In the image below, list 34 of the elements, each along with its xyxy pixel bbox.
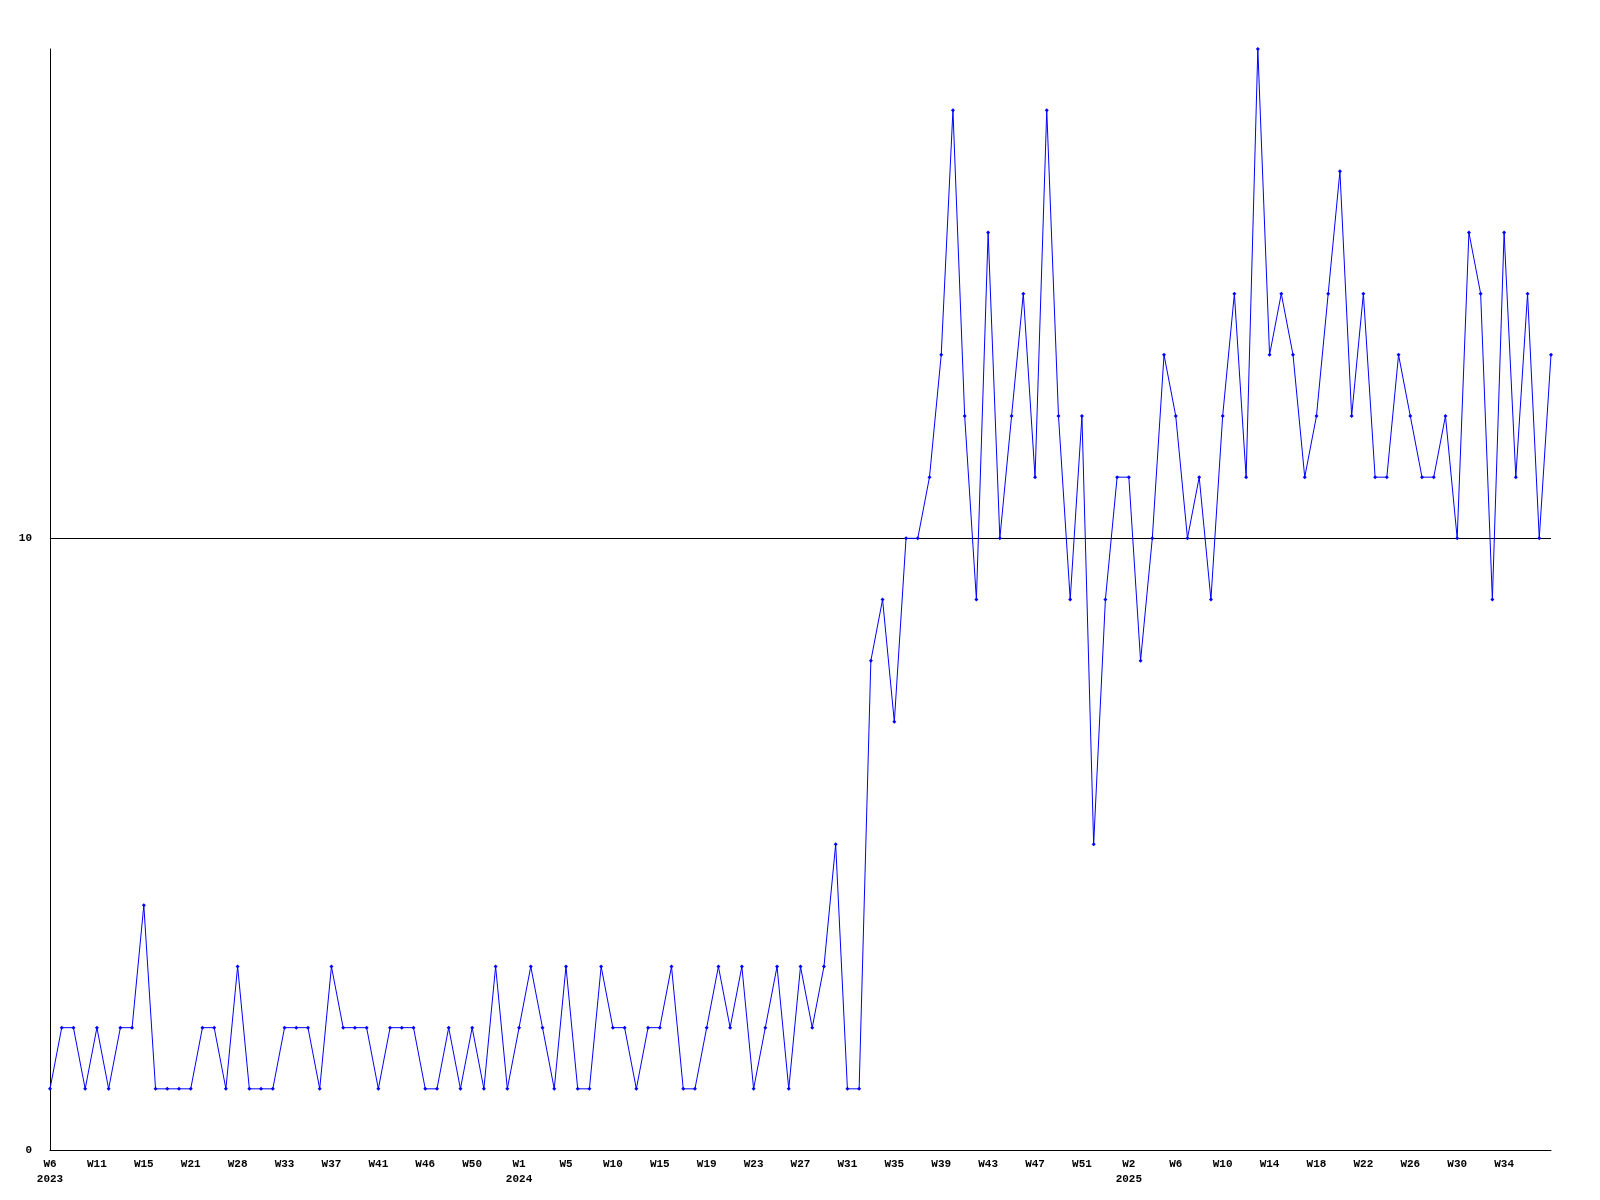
- x-tick-label: W39: [931, 1157, 952, 1170]
- x-tick-label: W41: [368, 1157, 389, 1170]
- x-tick-label: W33: [274, 1157, 295, 1170]
- x-tick-label: W43: [978, 1157, 999, 1170]
- x-tick-label: W26: [1400, 1157, 1421, 1170]
- x-tick-label: W10: [602, 1157, 623, 1170]
- x-tick-label: W15: [649, 1157, 671, 1170]
- x-tick-label: W31: [837, 1157, 858, 1170]
- x-tick-label: W28: [227, 1157, 248, 1170]
- x-tick-label: W27: [790, 1157, 811, 1170]
- x-tick-label: W22: [1353, 1157, 1374, 1170]
- x-tick-label: W6: [1169, 1157, 1183, 1170]
- x-tick-label: W19: [696, 1157, 717, 1170]
- x-tick-label: W50: [462, 1157, 483, 1170]
- x-tick-label: W23: [743, 1157, 764, 1170]
- y-tick-label: 0: [25, 1144, 32, 1156]
- x-tick-label: W35: [884, 1157, 905, 1170]
- x-tick-label: W37: [321, 1157, 342, 1170]
- x-tick-label: W46: [415, 1157, 436, 1170]
- x-tick-label: W1 2024: [505, 1157, 533, 1185]
- y-tick-label: 10: [18, 532, 32, 545]
- x-tick-label: W21: [180, 1157, 202, 1170]
- x-tick-label: W5: [559, 1157, 573, 1170]
- x-tick-label: W11: [87, 1157, 108, 1170]
- x-tick-label: W51: [1072, 1157, 1093, 1170]
- x-tick-label: W2 2025: [1115, 1157, 1143, 1185]
- x-tick-label: W30: [1447, 1157, 1468, 1170]
- x-tick-label: W15: [133, 1157, 155, 1170]
- x-tick-label: W34: [1494, 1157, 1515, 1170]
- x-tick-label: W14: [1259, 1157, 1280, 1170]
- x-tick-label: W6 2023: [36, 1157, 64, 1185]
- x-tick-label: W10: [1212, 1157, 1233, 1170]
- x-tick-label: W18: [1306, 1157, 1327, 1170]
- x-tick-label: W47: [1025, 1157, 1045, 1170]
